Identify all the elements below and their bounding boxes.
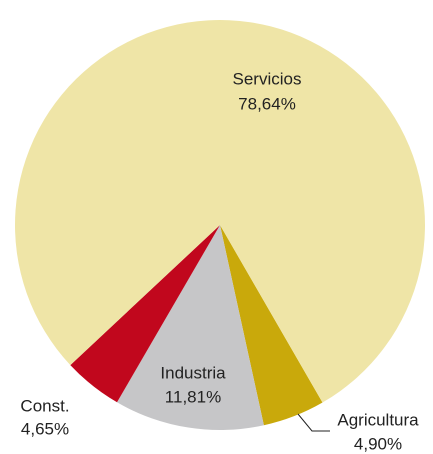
slice-label: Servicios [233, 69, 302, 88]
pie-slice [70, 225, 221, 403]
pie-slice [15, 19, 426, 403]
slice-value-label: 78,64% [238, 94, 296, 113]
leader-line [297, 413, 330, 432]
slice-value-label: 4,65% [21, 419, 69, 438]
slice-label: Agricultura [337, 410, 419, 429]
slice-label: Const. [20, 396, 69, 415]
slice-label: Industria [160, 363, 226, 382]
pie-slice [220, 225, 323, 426]
slice-value-label: 4,90% [354, 434, 402, 453]
pie-slice [117, 225, 264, 430]
slice-value-label: 11,81% [165, 387, 221, 406]
